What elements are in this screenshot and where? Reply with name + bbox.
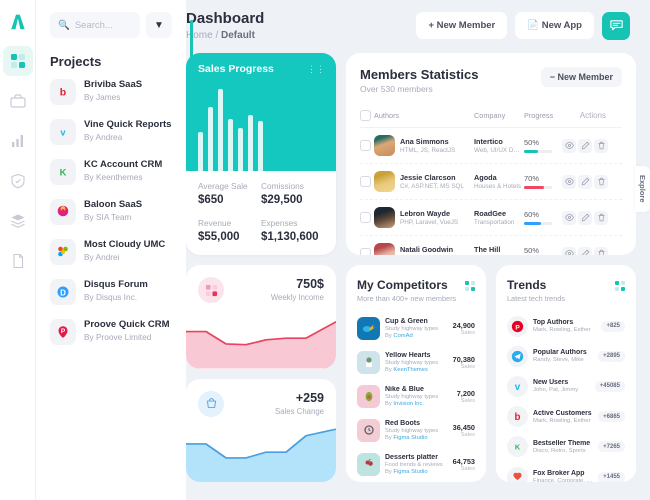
- svg-text:K: K: [515, 443, 521, 452]
- svg-text:P: P: [61, 328, 66, 335]
- svg-text:v: v: [515, 382, 521, 393]
- svg-text:P: P: [515, 324, 520, 331]
- svg-text:D: D: [60, 289, 66, 298]
- svg-text:v: v: [60, 128, 66, 138]
- svg-text:K: K: [60, 168, 67, 178]
- svg-text:b: b: [515, 412, 521, 423]
- svg-text:b: b: [60, 87, 66, 99]
